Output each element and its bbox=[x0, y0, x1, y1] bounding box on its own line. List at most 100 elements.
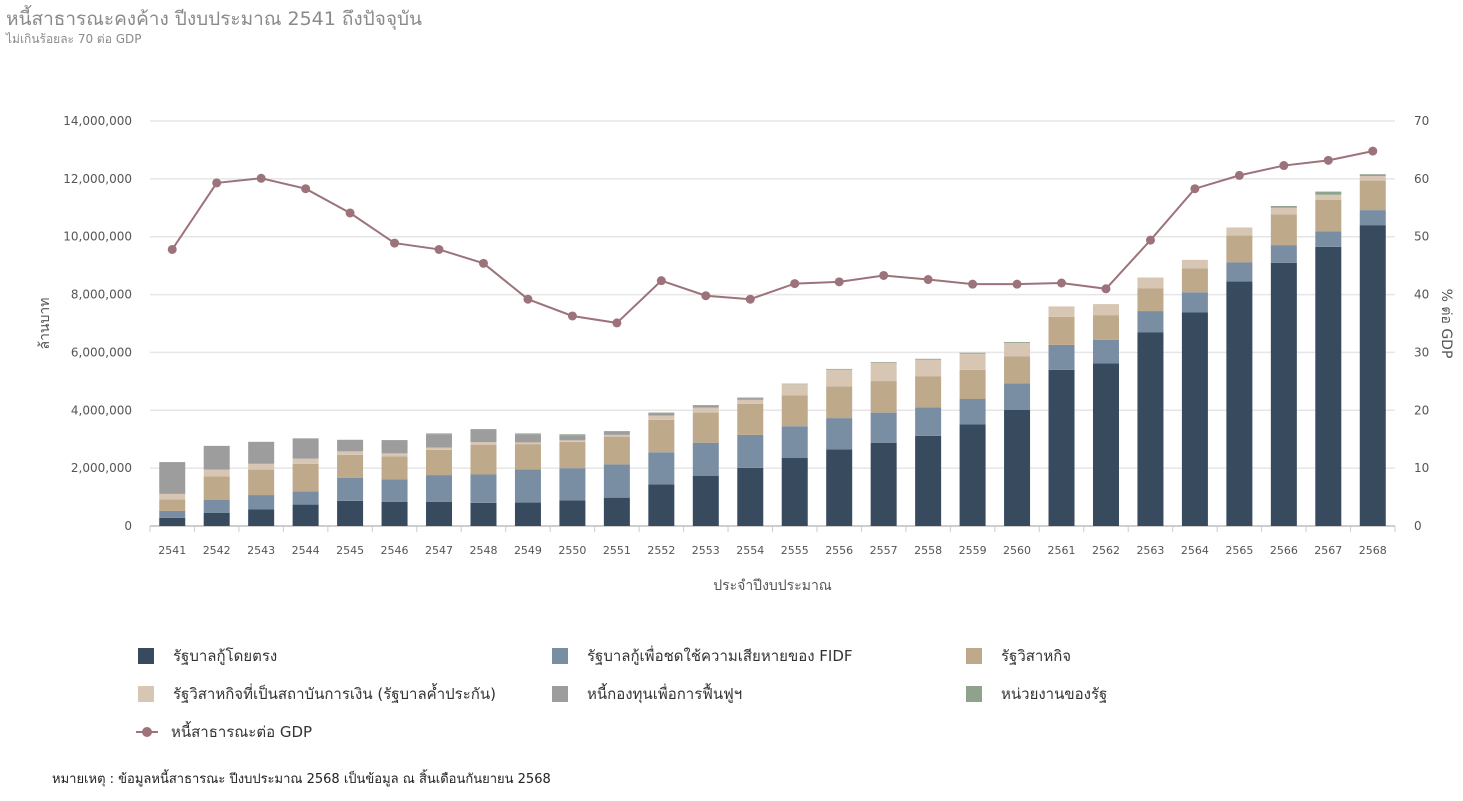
bar-segment bbox=[159, 462, 186, 494]
bar-segment bbox=[1092, 363, 1119, 526]
y-right-tick-label: 30 bbox=[1414, 345, 1429, 359]
bar-segment bbox=[1315, 194, 1342, 200]
bar-segment bbox=[870, 361, 897, 363]
bar-segment bbox=[826, 418, 853, 450]
bar-segment bbox=[1359, 175, 1386, 181]
y-right-tick-label: 60 bbox=[1414, 172, 1429, 186]
x-axis-title: ประจำปีงบประมาณ bbox=[713, 578, 832, 594]
x-tick-label: 2566 bbox=[1270, 544, 1298, 557]
bar-segment bbox=[1181, 292, 1208, 313]
bar-segment bbox=[248, 495, 275, 510]
bar-segment bbox=[648, 413, 675, 416]
bar-segment bbox=[915, 407, 942, 436]
bar-segment bbox=[426, 475, 453, 502]
bar-segment bbox=[1137, 277, 1164, 289]
bar-segment bbox=[603, 436, 630, 465]
y-tick-label: 10,000,000 bbox=[63, 230, 132, 244]
bar-segment bbox=[559, 434, 586, 436]
bar-segment bbox=[1004, 342, 1031, 357]
bar-segment bbox=[1048, 344, 1075, 370]
bar-segment bbox=[514, 444, 541, 470]
debt-gdp-point bbox=[390, 238, 400, 248]
y-tick-label: 2,000,000 bbox=[71, 461, 132, 475]
bar-segment bbox=[915, 359, 942, 377]
bar-segment bbox=[959, 352, 986, 354]
bar-segment bbox=[603, 497, 630, 526]
y-right-tick-label: 20 bbox=[1414, 403, 1429, 417]
bar-segment bbox=[1270, 262, 1297, 526]
bar-segment bbox=[292, 463, 319, 492]
bar-segment bbox=[1315, 231, 1342, 247]
x-tick-label: 2559 bbox=[959, 544, 987, 557]
bar-segment bbox=[514, 469, 541, 503]
x-tick-label: 2558 bbox=[914, 544, 942, 557]
bar-segment bbox=[559, 500, 586, 526]
debt-gdp-point bbox=[612, 318, 622, 328]
bar-segment bbox=[514, 442, 541, 445]
x-tick-label: 2550 bbox=[558, 544, 586, 557]
bar-segment bbox=[1226, 235, 1253, 263]
bar-segment bbox=[470, 502, 497, 526]
bar-segment bbox=[1004, 342, 1031, 343]
y-tick-label: 12,000,000 bbox=[63, 172, 132, 186]
bar-segment bbox=[203, 512, 230, 526]
y-right-tick-label: 0 bbox=[1414, 519, 1422, 533]
bar-segment bbox=[915, 376, 942, 408]
debt-gdp-point bbox=[256, 173, 266, 183]
bar-segment bbox=[470, 429, 497, 430]
x-tick-label: 2562 bbox=[1092, 544, 1120, 557]
x-tick-label: 2541 bbox=[158, 544, 186, 557]
bar-segment bbox=[248, 463, 275, 470]
debt-gdp-point bbox=[1234, 170, 1244, 180]
bar-segment bbox=[959, 353, 986, 370]
bar-segment bbox=[826, 386, 853, 419]
bar-segment bbox=[159, 493, 186, 500]
bar-segment bbox=[337, 439, 364, 452]
x-tick-label: 2564 bbox=[1181, 544, 1209, 557]
debt-gdp-point bbox=[1012, 279, 1022, 289]
bar-segment bbox=[737, 398, 764, 400]
bar-segment bbox=[426, 434, 453, 448]
y-axis-title: ล้านบาท bbox=[37, 298, 53, 350]
x-tick-label: 2561 bbox=[1048, 544, 1076, 557]
x-tick-label: 2548 bbox=[469, 544, 497, 557]
bar-segment bbox=[737, 467, 764, 526]
bar-segment bbox=[381, 479, 408, 502]
bar-segment bbox=[648, 452, 675, 485]
bar-segment bbox=[603, 464, 630, 498]
y-right-tick-label: 50 bbox=[1414, 230, 1429, 244]
bar-segment bbox=[1270, 245, 1297, 263]
bar-segment bbox=[292, 458, 319, 464]
bar-segment bbox=[959, 369, 986, 400]
bar-segment bbox=[1315, 191, 1342, 195]
debt-gdp-point bbox=[212, 178, 222, 188]
bar-segment bbox=[1137, 311, 1164, 333]
x-tick-label: 2544 bbox=[292, 544, 320, 557]
bar-segment bbox=[426, 433, 453, 435]
debt-gdp-point bbox=[745, 294, 755, 304]
debt-gdp-point bbox=[1279, 161, 1289, 171]
bar-segment bbox=[1092, 315, 1119, 340]
x-tick-label: 2555 bbox=[781, 544, 809, 557]
bar-segment bbox=[648, 484, 675, 526]
debt-gdp-point bbox=[1323, 155, 1333, 165]
bar-segment bbox=[381, 456, 408, 480]
debt-gdp-point bbox=[1057, 278, 1067, 288]
bar-segment bbox=[1181, 268, 1208, 293]
bar-segment bbox=[470, 445, 497, 475]
bar-segment bbox=[826, 449, 853, 526]
bar-segment bbox=[781, 384, 808, 396]
bar-segment bbox=[559, 468, 586, 501]
bar-segment bbox=[203, 445, 230, 470]
bar-segment bbox=[648, 412, 675, 414]
bar-segment bbox=[870, 442, 897, 526]
y-right-tick-label: 40 bbox=[1414, 288, 1429, 302]
bar-segment bbox=[603, 431, 630, 432]
x-tick-label: 2560 bbox=[1003, 544, 1031, 557]
x-tick-label: 2546 bbox=[381, 544, 409, 557]
bar-segment bbox=[292, 438, 319, 459]
debt-gdp-point bbox=[523, 294, 533, 304]
bar-segment bbox=[959, 424, 986, 526]
bar-segment bbox=[603, 431, 630, 435]
x-tick-label: 2547 bbox=[425, 544, 453, 557]
